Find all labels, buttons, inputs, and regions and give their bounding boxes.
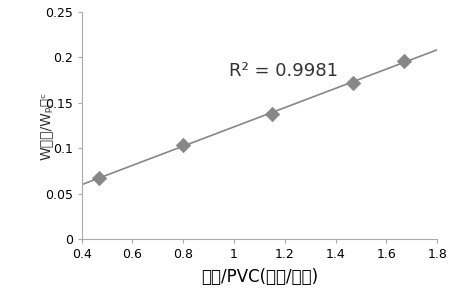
Point	[350, 81, 357, 85]
Point	[268, 111, 276, 116]
Point	[180, 142, 187, 147]
Point	[400, 59, 408, 63]
Text: R² = 0.9981: R² = 0.9981	[229, 62, 338, 80]
Point	[96, 176, 103, 180]
X-axis label: 内标/PVC(面积/面积): 内标/PVC(面积/面积)	[201, 268, 318, 286]
Text: W内标/Wₚᵜᶜ: W内标/Wₚᵜᶜ	[39, 91, 52, 160]
